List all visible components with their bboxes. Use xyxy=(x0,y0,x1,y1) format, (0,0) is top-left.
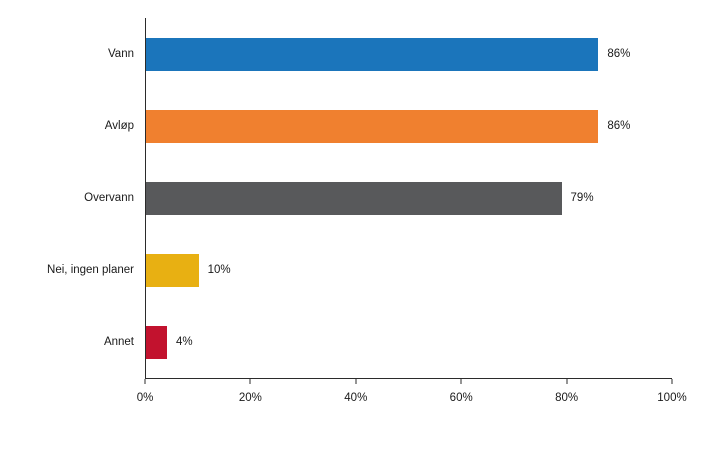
bar xyxy=(146,181,562,215)
x-tick-label: 60% xyxy=(449,392,473,404)
bar-row: Annet 4% xyxy=(104,306,672,378)
category-label: Vann xyxy=(107,48,134,60)
x-tick-mark xyxy=(566,379,568,384)
value-label: 79% xyxy=(570,192,594,204)
category-label: Overvann xyxy=(84,192,134,204)
x-tick-mark xyxy=(355,379,357,384)
plot-area: Vann 86% Avløp 86% Overvann 79% Nei, ingen pla… xyxy=(47,18,672,379)
x-tick-mark xyxy=(144,379,146,384)
bar-rows: Vann 86% Avløp 86% Overvann 79% Nei, ingen pla… xyxy=(47,18,672,378)
value-label: 4% xyxy=(176,336,193,348)
value-label: 10% xyxy=(207,264,231,276)
x-axis-tick-labels: 0% 20% 40% 60% 80% 100% xyxy=(137,392,687,408)
x-tick-mark xyxy=(460,379,462,384)
x-tick-mark xyxy=(249,379,251,384)
value-label: 86% xyxy=(607,48,631,60)
category-label: Annet xyxy=(103,336,134,348)
x-tick-label: 20% xyxy=(238,392,262,404)
category-label: Avløp xyxy=(104,120,134,132)
bar-row: Overvann 79% xyxy=(84,162,672,234)
bar-row: Avløp 86% xyxy=(105,90,672,162)
bar xyxy=(146,253,199,287)
x-tick-label: 100% xyxy=(657,392,687,404)
x-axis-tick-marks xyxy=(144,379,673,384)
bar-row: Nei, ingen planer 10% xyxy=(47,234,672,306)
bar xyxy=(146,37,599,71)
x-tick-label: 0% xyxy=(136,392,154,404)
bar-row: Vann 86% xyxy=(108,18,672,90)
bar xyxy=(146,109,599,143)
bar xyxy=(146,325,168,359)
value-label: 86% xyxy=(607,120,631,132)
category-label: Nei, ingen planer xyxy=(47,264,134,276)
x-tick-mark xyxy=(671,379,673,384)
x-tick-label: 40% xyxy=(344,392,368,404)
x-tick-label: 80% xyxy=(555,392,579,404)
